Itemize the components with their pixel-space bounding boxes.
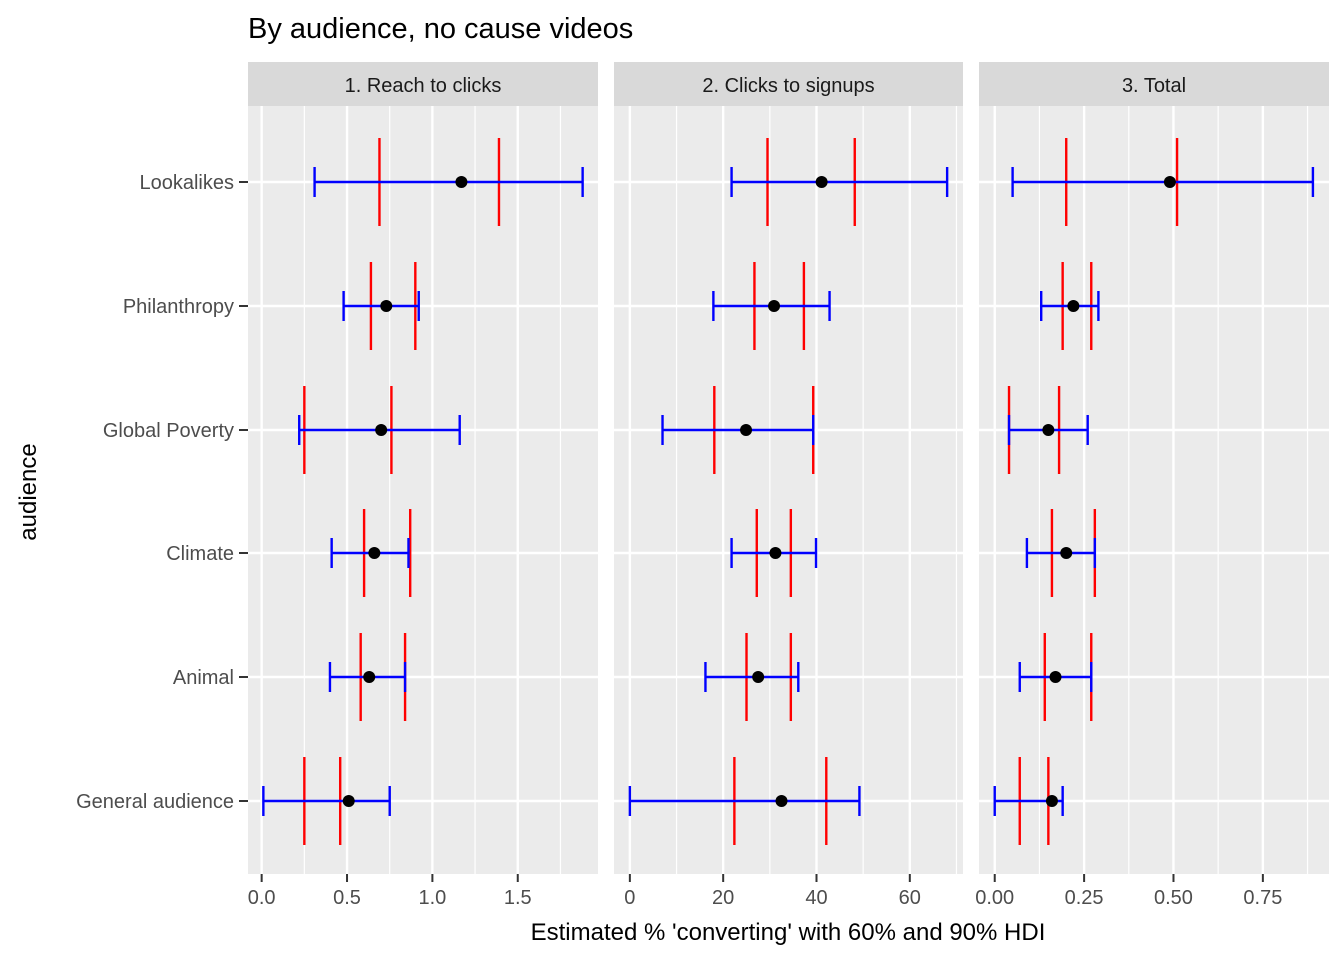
panel-background <box>979 106 1329 874</box>
x-tick-label: 0.5 <box>333 887 361 909</box>
x-tick-label: 20 <box>712 887 734 909</box>
panel-background <box>248 106 598 874</box>
estimate-point <box>368 547 381 559</box>
estimate-point <box>342 795 355 807</box>
chart-title: By audience, no cause videos <box>248 13 633 45</box>
x-tick-label: 0 <box>624 887 635 909</box>
x-tick-label: 0.75 <box>1243 887 1282 909</box>
facet-strip-label: 1. Reach to clicks <box>345 75 502 97</box>
y-tick-label: Global Poverty <box>103 420 234 442</box>
estimate-point <box>455 176 468 188</box>
panel-background <box>614 106 963 874</box>
estimate-point <box>752 671 765 683</box>
estimate-point <box>768 300 781 312</box>
facet-panel: 1. Reach to clicks 0.0 0.5 1.0 1.5 <box>248 62 598 909</box>
x-tick-label: 40 <box>805 887 827 909</box>
y-tick-label: Animal <box>173 667 234 689</box>
y-tick-label: Climate <box>166 543 234 565</box>
x-tick-label: 0.0 <box>248 887 276 909</box>
x-tick-label: 0.00 <box>975 887 1014 909</box>
estimate-point <box>380 300 393 312</box>
facet-strip <box>614 62 963 106</box>
estimate-point <box>1042 424 1055 436</box>
facet-strip-label: 2. Clicks to signups <box>702 75 874 97</box>
y-axis-labels: Lookalikes Philanthropy Global Poverty Clim… <box>76 172 248 813</box>
x-tick-label: 0.25 <box>1065 887 1104 909</box>
facet-panels: 1. Reach to clicks 0.0 0.5 1.0 1.5 2. Clicks … <box>248 62 1329 909</box>
y-tick-label: Philanthropy <box>123 296 234 318</box>
estimate-point <box>815 176 828 188</box>
facet-strip <box>979 62 1329 106</box>
x-tick-label: 1.0 <box>418 887 446 909</box>
estimate-point <box>1045 795 1058 807</box>
y-axis-title: audience <box>15 443 42 540</box>
x-tick-label: 1.5 <box>504 887 532 909</box>
estimate-point <box>769 547 782 559</box>
x-axis-title: Estimated % 'converting' with 60% and 90… <box>531 919 1046 946</box>
estimate-point <box>1163 176 1176 188</box>
y-tick-label: Lookalikes <box>139 172 234 194</box>
x-tick-label: 60 <box>899 887 921 909</box>
estimate-point <box>375 424 388 436</box>
facet-panel: 2. Clicks to signups 0 20 40 60 <box>614 62 963 909</box>
x-tick-label: 0.50 <box>1154 887 1193 909</box>
facet-panel: 3. Total 0.00 0.25 0.50 0.75 <box>975 62 1329 909</box>
y-tick-label: General audience <box>76 791 234 813</box>
facet-strip <box>248 62 598 106</box>
facet-strip-label: 3. Total <box>1122 75 1186 97</box>
estimate-point <box>740 424 753 436</box>
estimate-point <box>775 795 788 807</box>
estimate-point <box>363 671 376 683</box>
estimate-point <box>1067 300 1080 312</box>
estimate-point <box>1049 671 1062 683</box>
estimate-point <box>1060 547 1073 559</box>
